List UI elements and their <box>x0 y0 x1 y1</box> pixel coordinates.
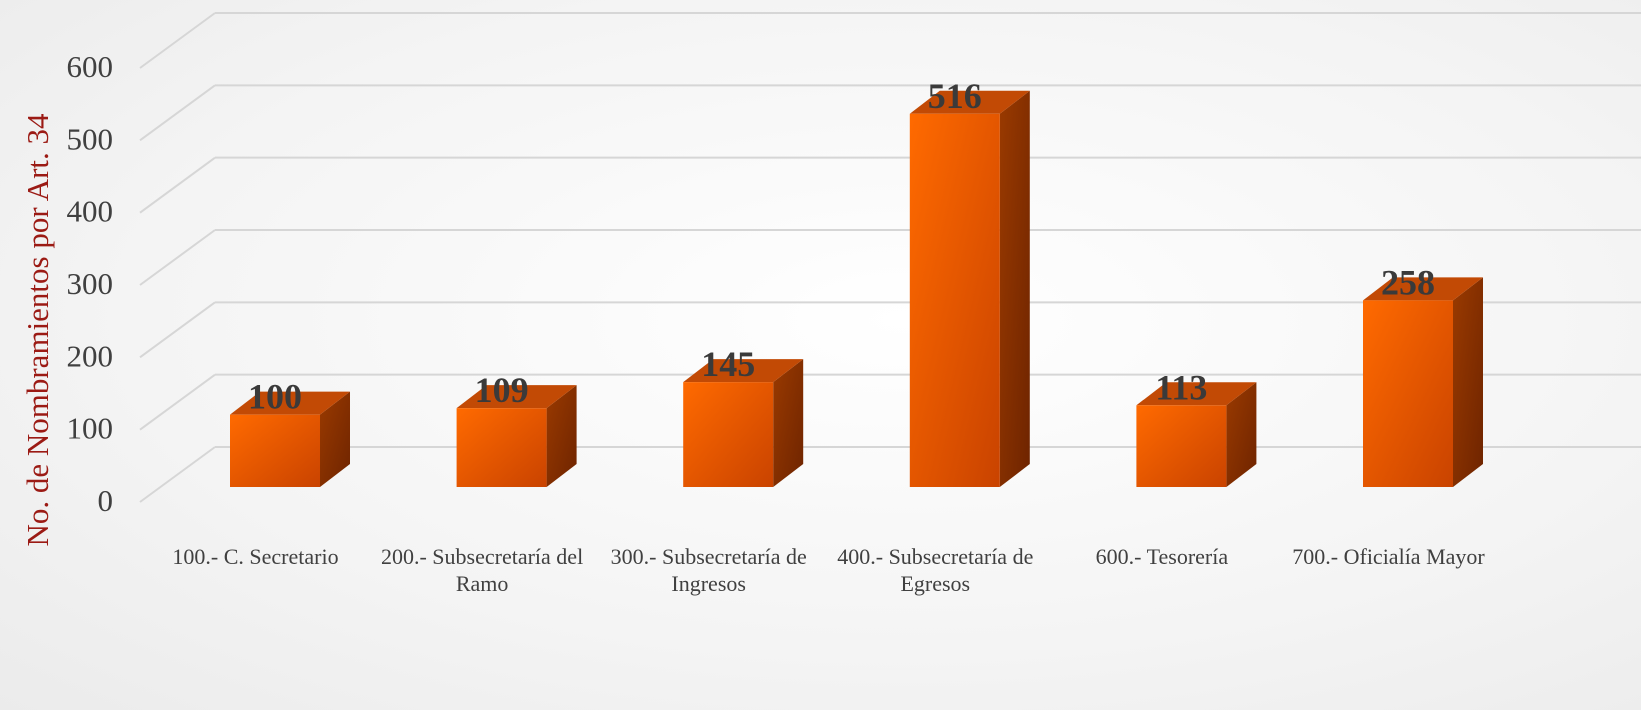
y-tick-label: 600 <box>67 49 114 84</box>
bar-front <box>1363 300 1453 487</box>
bar-side <box>999 90 1030 487</box>
bar-front <box>456 408 547 487</box>
bar-top <box>1136 382 1257 406</box>
bar-top <box>456 385 577 409</box>
bar-side <box>320 391 350 487</box>
bar-top <box>909 90 1030 114</box>
bar-side <box>546 385 577 487</box>
y-tick-label: 400 <box>67 194 114 229</box>
grid-line-side <box>139 84 216 142</box>
bar <box>909 90 1030 487</box>
bar-top <box>1363 277 1483 301</box>
bar-front <box>230 414 320 487</box>
bar <box>1136 382 1257 487</box>
bar-top <box>683 359 804 383</box>
grid-line-side <box>139 373 216 431</box>
grid-line-side <box>139 446 216 503</box>
value-label: 516 <box>928 76 982 116</box>
y-axis-label: No. de Nombramientos por Art. 34 <box>20 113 55 547</box>
x-tick-label: 600.- Tesorería <box>1095 544 1229 569</box>
value-label: 109 <box>475 370 529 410</box>
y-tick-label: 500 <box>67 121 114 156</box>
bar-side <box>1453 277 1483 487</box>
bar-top <box>230 391 350 415</box>
bar-front <box>1136 405 1227 487</box>
bar <box>1363 277 1483 487</box>
y-tick-label: 200 <box>67 338 114 373</box>
value-label: 100 <box>248 377 302 417</box>
x-tick-label: 300.- Subsecretaría de Ingresos <box>610 544 807 596</box>
x-tick-label: 200.- Subsecretaría del Ramo <box>380 544 584 596</box>
bar <box>456 385 577 487</box>
bar-side <box>1226 382 1257 487</box>
grid-line-side <box>139 156 216 214</box>
x-tick-label: 100.- C. Secretario <box>172 544 339 569</box>
bar <box>683 359 804 487</box>
y-tick-label: 100 <box>67 411 114 446</box>
grid-line-side <box>139 301 216 359</box>
bar-side <box>773 359 804 487</box>
value-label: 113 <box>1155 367 1207 407</box>
grid-line-side <box>139 12 216 69</box>
bar <box>230 391 350 487</box>
grid-line-side <box>139 229 216 286</box>
y-tick-label: 0 <box>98 483 114 518</box>
x-tick-label: 400.- Subsecretaría de Egresos <box>837 544 1034 596</box>
bar-front <box>683 382 774 487</box>
value-label: 258 <box>1381 262 1435 302</box>
value-label: 145 <box>701 344 755 384</box>
y-tick-label: 300 <box>67 266 114 301</box>
x-tick-label: 700.- Oficialía Mayor <box>1292 544 1485 569</box>
bar-front <box>909 113 1000 487</box>
